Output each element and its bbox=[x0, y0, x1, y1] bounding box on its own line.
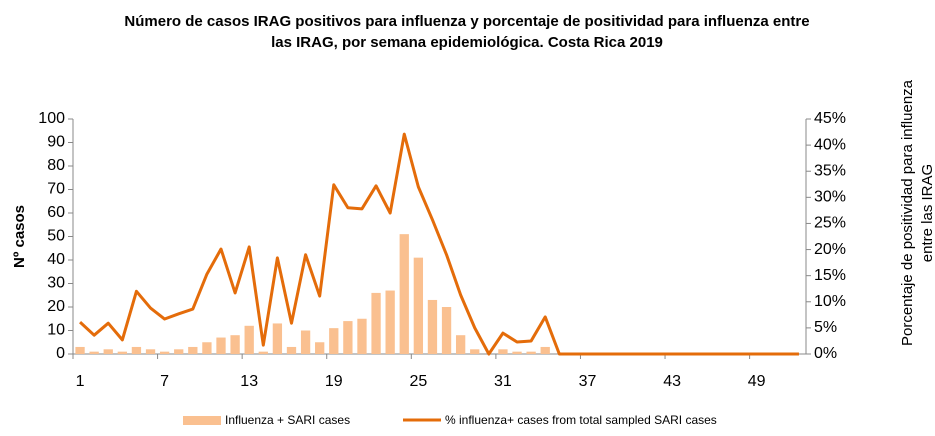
bar bbox=[103, 349, 113, 354]
legend-swatch bbox=[183, 416, 221, 425]
x-tick-label: 7 bbox=[160, 373, 169, 390]
y2-axis-label: Porcentaje de positividad para influenza bbox=[899, 79, 916, 346]
y2-tick-label: 15% bbox=[814, 267, 846, 284]
y2-tick-label: 10% bbox=[814, 293, 846, 310]
y-tick-label: 70 bbox=[47, 181, 65, 198]
bar bbox=[329, 328, 339, 354]
bar bbox=[399, 234, 409, 354]
bar bbox=[441, 307, 452, 354]
bar bbox=[131, 346, 142, 354]
bar bbox=[315, 342, 325, 354]
bar bbox=[230, 335, 240, 354]
x-tick-label: 1 bbox=[76, 373, 85, 390]
y2-tick-label: 5% bbox=[814, 319, 837, 336]
bar bbox=[202, 342, 212, 354]
y-axis-label: Nº casos bbox=[11, 205, 28, 268]
y-tick-label: 0 bbox=[56, 345, 65, 362]
x-tick-label: 13 bbox=[240, 373, 258, 390]
chart-title: las IRAG, por semana epidemiológica. Cos… bbox=[271, 34, 663, 51]
y2-tick-label: 25% bbox=[814, 215, 846, 232]
x-tick-label: 37 bbox=[579, 373, 597, 390]
y-tick-label: 10 bbox=[47, 322, 65, 339]
y2-tick-label: 40% bbox=[814, 136, 846, 153]
bar bbox=[427, 299, 438, 354]
y-tick-label: 90 bbox=[47, 134, 65, 151]
x-tick-label: 31 bbox=[494, 373, 512, 390]
bar bbox=[216, 337, 226, 354]
bar bbox=[286, 346, 297, 354]
bar bbox=[357, 318, 367, 354]
x-tick-label: 43 bbox=[663, 373, 681, 390]
bar bbox=[540, 346, 550, 354]
bar bbox=[117, 351, 127, 354]
line bbox=[79, 132, 799, 356]
bar bbox=[470, 349, 480, 354]
bar bbox=[512, 351, 522, 354]
x-tick-label: 19 bbox=[325, 373, 343, 390]
y-tick-label: 20 bbox=[47, 298, 65, 315]
y2-tick-label: 30% bbox=[814, 189, 846, 206]
y2-tick-label: 20% bbox=[814, 241, 846, 258]
bar bbox=[75, 346, 85, 354]
chart-title: Número de casos IRAG positivos para infl… bbox=[124, 13, 809, 30]
x-tick-label: 49 bbox=[748, 373, 766, 390]
bar bbox=[371, 292, 381, 354]
y-tick-label: 30 bbox=[47, 275, 65, 292]
bar bbox=[385, 290, 395, 354]
y2-tick-label: 0% bbox=[814, 345, 837, 362]
y2-tick-label: 35% bbox=[814, 162, 846, 179]
bar bbox=[159, 351, 170, 354]
bar bbox=[343, 321, 353, 354]
legend-label: Influenza + SARI cases bbox=[225, 413, 350, 427]
y-tick-label: 60 bbox=[47, 204, 65, 221]
bar bbox=[145, 349, 156, 354]
bar bbox=[413, 257, 424, 354]
bar bbox=[300, 330, 311, 354]
y-tick-label: 100 bbox=[38, 110, 65, 127]
y-tick-label: 40 bbox=[47, 251, 65, 268]
bar bbox=[526, 351, 536, 354]
bar bbox=[272, 323, 283, 354]
bar bbox=[174, 349, 184, 354]
y2-tick-label: 45% bbox=[814, 110, 846, 127]
bar bbox=[498, 349, 508, 354]
bar bbox=[455, 335, 466, 354]
bar bbox=[89, 351, 99, 354]
y2-axis-label: entre las IRAG bbox=[919, 164, 935, 262]
x-tick-label: 25 bbox=[409, 373, 427, 390]
legend-label: % influenza+ cases from total sampled SA… bbox=[445, 413, 717, 427]
y-tick-label: 80 bbox=[47, 157, 65, 174]
bar bbox=[244, 325, 254, 354]
y-tick-label: 50 bbox=[47, 228, 65, 245]
bar bbox=[258, 351, 268, 354]
bar bbox=[188, 346, 198, 354]
